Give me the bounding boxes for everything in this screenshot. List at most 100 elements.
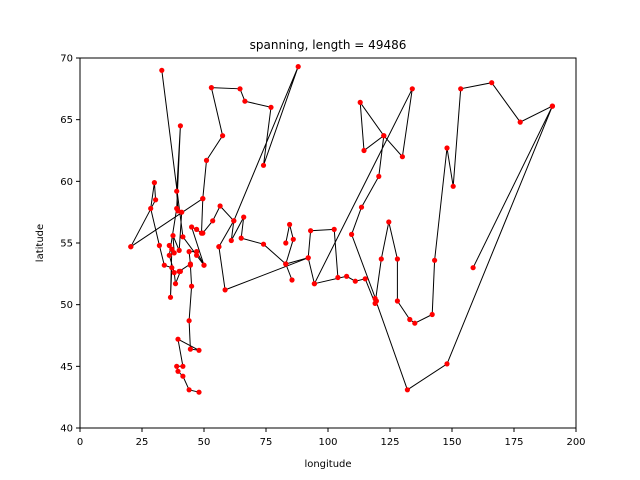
city-point: [287, 221, 293, 228]
city-point: [167, 294, 174, 300]
city-point: [450, 183, 456, 189]
tour-segment-4: [218, 216, 293, 281]
city-point: [295, 64, 301, 70]
city-point: [217, 203, 223, 209]
city-point: [159, 67, 165, 73]
city-point: [409, 86, 415, 92]
city-point: [432, 257, 438, 263]
city-point: [196, 347, 202, 353]
city-point: [470, 265, 476, 271]
city-point: [171, 250, 177, 256]
x-tick-label: 0: [77, 437, 83, 448]
city-point: [174, 205, 180, 212]
city-point: [187, 346, 193, 352]
city-point: [174, 363, 180, 369]
city-point: [378, 256, 384, 262]
city-point: [216, 244, 222, 250]
tour-segment-8: [472, 105, 553, 268]
city-point: [194, 226, 200, 232]
city-point: [175, 368, 181, 374]
city-point: [169, 246, 175, 252]
city-point: [180, 234, 186, 240]
city-point: [308, 228, 314, 234]
city-point: [194, 249, 200, 255]
x-axis-label: longitude: [304, 459, 351, 470]
city-point: [394, 256, 400, 262]
y-tick-label: 70: [60, 54, 73, 65]
city-point: [194, 252, 200, 258]
city-point: [404, 387, 410, 393]
x-tick-label: 100: [318, 437, 337, 448]
city-point: [161, 262, 167, 268]
city-point: [412, 320, 418, 326]
city-point: [399, 154, 405, 160]
city-point: [376, 173, 382, 179]
city-point: [358, 204, 365, 210]
city-point: [517, 119, 523, 125]
city-point: [174, 188, 180, 194]
city-point: [200, 196, 206, 202]
y-axis-label: latitude: [35, 224, 46, 262]
city-point: [458, 86, 464, 92]
y-tick-label: 55: [60, 239, 73, 250]
city-point: [166, 242, 172, 249]
tour-segment-1: [161, 70, 205, 266]
city-point: [186, 249, 192, 255]
city-point: [201, 262, 207, 268]
tour-segment-6: [218, 228, 339, 291]
city-point: [228, 237, 234, 244]
city-point: [172, 281, 179, 287]
city-point: [200, 230, 206, 236]
city-point: [177, 123, 183, 129]
x-tick-label: 200: [566, 437, 585, 448]
city-point: [386, 219, 392, 225]
city-point: [429, 311, 435, 318]
x-tick-label: 50: [198, 437, 211, 448]
x-tick-label: 125: [380, 437, 399, 448]
city-point: [222, 287, 228, 293]
city-point: [331, 226, 337, 232]
city-point: [170, 233, 176, 239]
city-point: [176, 247, 182, 253]
city-point: [290, 236, 296, 242]
x-tick-label: 150: [442, 437, 461, 448]
city-point: [362, 276, 368, 282]
city-point: [169, 265, 175, 271]
city-point: [549, 103, 556, 109]
city-point: [176, 268, 182, 274]
city-point: [444, 145, 450, 151]
city-point: [268, 104, 274, 110]
city-point: [175, 336, 181, 342]
city-point: [381, 133, 387, 139]
city-point: [153, 197, 159, 203]
x-tick-label: 75: [260, 437, 273, 448]
city-point: [238, 235, 244, 241]
city-point: [260, 241, 267, 247]
y-tick-label: 60: [60, 177, 73, 188]
city-point: [231, 218, 237, 224]
city-point: [444, 361, 450, 367]
city-point: [151, 180, 157, 186]
plot-area: [80, 58, 576, 428]
city-point: [305, 255, 311, 261]
city-point: [241, 214, 247, 220]
city-point: [171, 270, 177, 276]
x-axis-ticks: 0 25 50 75 100 125 150 175 200: [77, 428, 586, 448]
city-point: [344, 273, 350, 279]
city-point: [220, 133, 226, 139]
city-point: [260, 162, 267, 168]
city-point: [166, 252, 172, 258]
city-point: [289, 277, 295, 283]
city-point: [361, 147, 367, 154]
city-point: [489, 80, 495, 86]
city-point: [349, 231, 355, 237]
city-point: [196, 389, 202, 395]
city-point: [187, 262, 193, 268]
city-point: [156, 242, 162, 249]
city-point: [180, 373, 186, 379]
y-axis-ticks: 40 45 50 55 60 65 70: [60, 54, 80, 435]
city-point: [203, 157, 210, 163]
city-point: [283, 240, 289, 246]
city-point: [352, 278, 358, 284]
city-point: [283, 261, 289, 267]
